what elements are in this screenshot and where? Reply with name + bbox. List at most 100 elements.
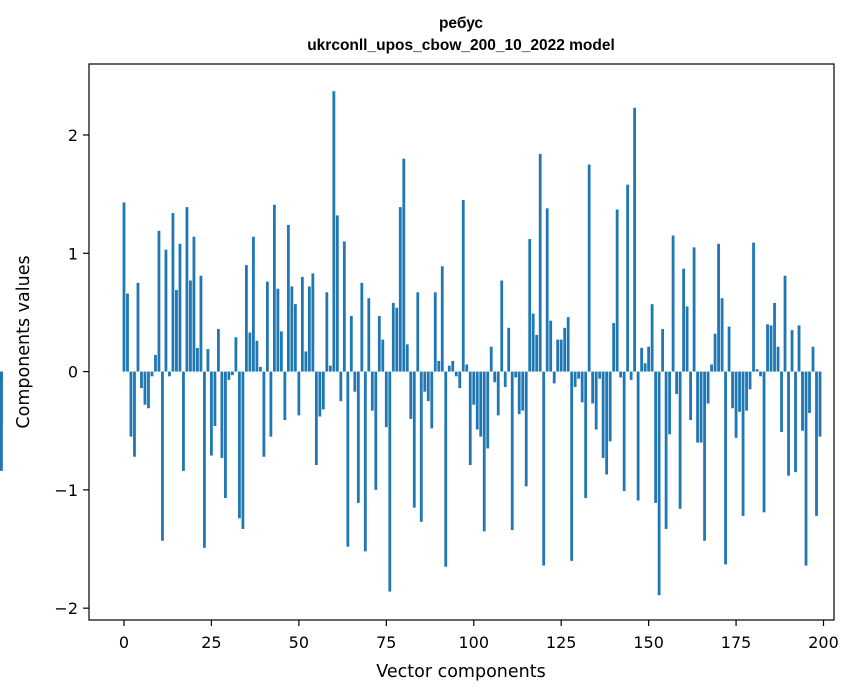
bar-130 — [577, 371, 581, 379]
bar-54 — [311, 273, 315, 372]
bar-22 — [199, 275, 203, 372]
y-axis-label: Components values — [14, 255, 34, 428]
bar-32 — [234, 337, 238, 372]
bar-60 — [332, 91, 336, 372]
bar-89 — [433, 292, 437, 372]
bar-88 — [430, 371, 434, 429]
bar-45 — [279, 331, 283, 372]
bar-25 — [210, 371, 213, 456]
bar-100 — [472, 371, 476, 405]
bar-5 — [140, 371, 143, 389]
bar-37 — [251, 236, 255, 372]
bar-143 — [622, 371, 626, 492]
bar-42 — [269, 371, 273, 437]
bar-183 — [762, 371, 766, 513]
bar-137 — [601, 371, 605, 458]
bar-119 — [538, 153, 542, 372]
bar-152 — [654, 371, 658, 503]
bar-73 — [377, 315, 381, 372]
bar-189 — [783, 275, 787, 372]
y-tick-label: 1 — [68, 244, 78, 263]
bar-44 — [276, 288, 280, 372]
bar-21 — [196, 347, 199, 372]
bar-51 — [300, 276, 304, 372]
bar-75 — [384, 371, 388, 428]
bar-156 — [668, 371, 672, 435]
bar-91 — [440, 266, 444, 372]
bar-82 — [409, 371, 413, 419]
bar-127 — [566, 317, 570, 372]
bar-undefined — [0, 371, 3, 471]
bar-196 — [808, 371, 811, 413]
bar-199 — [818, 371, 822, 437]
bar-58 — [325, 292, 329, 372]
chart-title-line2: ukrconll_upos_cbow_200_10_2022 model — [307, 37, 615, 54]
bar-176 — [738, 371, 741, 412]
bar-85 — [419, 371, 423, 522]
bar-120 — [542, 371, 546, 566]
bar-31 — [231, 371, 234, 376]
bar-155 — [664, 371, 668, 529]
x-tick-label: 0 — [119, 633, 129, 652]
x-tick-label: 175 — [721, 633, 752, 652]
bar-2 — [129, 371, 133, 437]
bar-15 — [175, 289, 178, 372]
bar-0 — [122, 202, 126, 372]
bar-86 — [423, 371, 427, 392]
bar-105 — [489, 346, 493, 372]
bars-group — [0, 91, 822, 596]
bar-141 — [615, 209, 619, 372]
bar-115 — [524, 371, 528, 487]
bar-171 — [720, 298, 724, 372]
bar-147 — [636, 371, 640, 501]
bar-69 — [363, 371, 367, 552]
bar-30 — [227, 371, 231, 380]
bar-34 — [241, 371, 245, 529]
bar-38 — [255, 340, 259, 372]
bar-47 — [286, 224, 290, 372]
bar-3 — [133, 371, 136, 457]
x-axis-label: Vector components — [376, 662, 545, 682]
bar-184 — [766, 324, 769, 372]
bar-13 — [168, 371, 171, 377]
bar-129 — [573, 371, 577, 387]
bar-96 — [458, 371, 462, 389]
bar-132 — [584, 371, 588, 499]
x-tick-label: 200 — [808, 633, 839, 652]
bar-36 — [248, 332, 252, 372]
bar-92 — [444, 371, 448, 567]
bar-112 — [514, 371, 518, 378]
plot-frame — [88, 63, 835, 621]
bar-175 — [734, 371, 738, 438]
bar-7 — [147, 371, 150, 409]
bar-56 — [318, 371, 322, 417]
bar-110 — [507, 327, 511, 372]
bar-169 — [713, 333, 717, 372]
bar-148 — [640, 347, 644, 372]
bar-118 — [535, 334, 539, 372]
bar-174 — [731, 371, 734, 409]
bar-144 — [626, 184, 630, 372]
bar-170 — [717, 243, 720, 372]
bar-76 — [388, 371, 392, 592]
bar-62 — [339, 371, 343, 402]
bar-140 — [612, 323, 616, 372]
bar-190 — [787, 371, 790, 476]
bar-1 — [126, 293, 129, 372]
bar-117 — [531, 313, 535, 372]
y-tick-label: −1 — [54, 481, 78, 500]
bar-67 — [356, 371, 360, 503]
bar-93 — [447, 365, 451, 372]
x-tick-label: 25 — [201, 633, 221, 652]
y-tick-label: −2 — [54, 599, 78, 618]
bar-90 — [437, 360, 441, 372]
bar-14 — [171, 213, 175, 372]
bar-55 — [314, 371, 318, 466]
bar-166 — [703, 371, 706, 541]
x-tick-label: 125 — [546, 633, 577, 652]
bar-11 — [161, 371, 164, 541]
bar-131 — [580, 371, 584, 403]
bar-161 — [685, 306, 689, 372]
bar-41 — [265, 281, 269, 372]
